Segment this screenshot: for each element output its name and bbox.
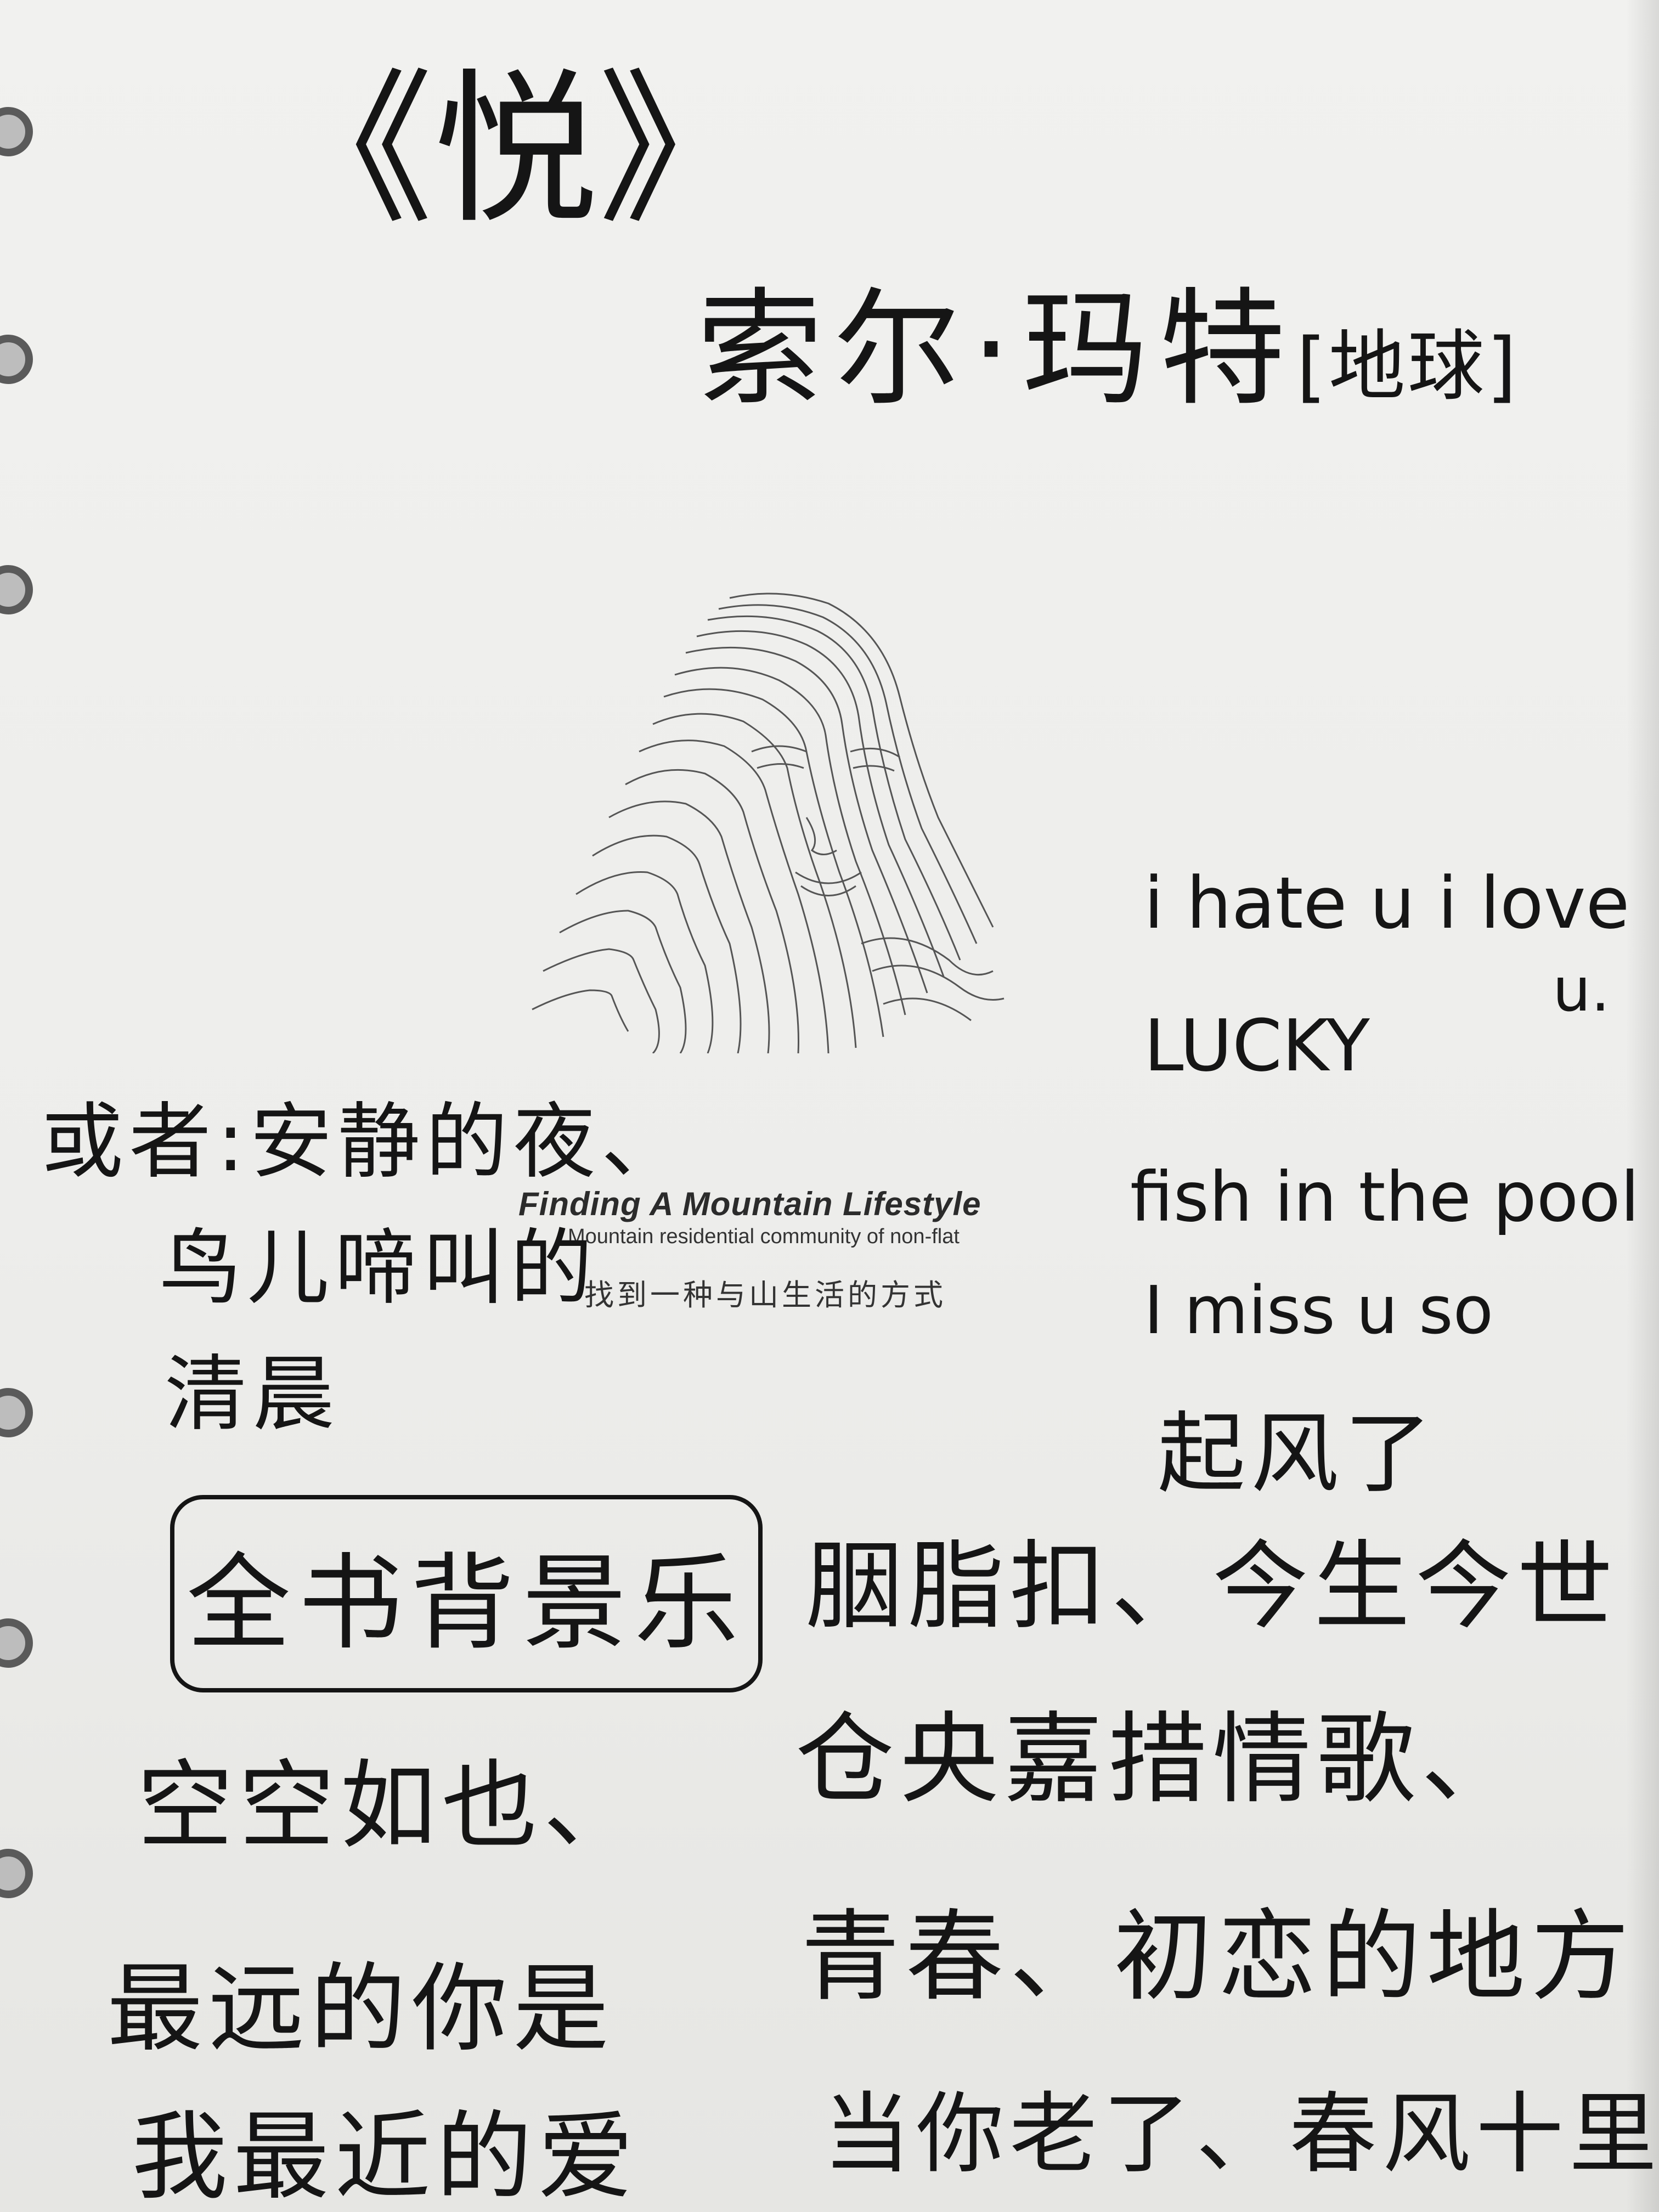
brand-block: Finding A Mountain Lifestyle Mountain re…: [518, 1185, 1094, 1314]
song-line: 青春、初恋的地方: [801, 1900, 1635, 2015]
song-line: 当你老了、春风十里: [823, 2083, 1659, 2185]
author-line: 索尔·玛特[地球]: [697, 247, 1519, 430]
song-line: 我最近的爱: [132, 2102, 639, 2212]
song-line: 胭脂扣、今生今世: [806, 1531, 1618, 1643]
binder-ring: [0, 1388, 33, 1437]
english-note-line: fish in the pool: [1130, 1158, 1640, 1237]
left-note-line: 或者:安静的夜、: [41, 1094, 689, 1190]
author-name: 索尔·玛特: [697, 276, 1297, 423]
author-tag: [地球]: [1296, 322, 1519, 411]
page-title: 《悦》: [269, 54, 763, 246]
left-note-line: 清晨: [165, 1347, 341, 1442]
binder-ring: [0, 1618, 33, 1668]
binder-ring: [0, 335, 33, 384]
brand-chinese: 找到一种与山生活的方式: [584, 1278, 946, 1312]
english-note-line: i hate u i love: [1144, 861, 1630, 945]
soundtrack-label-box: 全书背景乐: [170, 1495, 763, 1692]
song-line: 仓央嘉措情歌、: [795, 1702, 1526, 1817]
brand-headline: Finding A Mountain Lifestyle: [518, 1186, 981, 1222]
song-line: 空空如也、: [137, 1751, 645, 1862]
page-edge-shadow: [1626, 0, 1659, 2212]
binder-ring: [0, 1849, 33, 1898]
english-note-line: I miss u so: [1144, 1273, 1494, 1349]
song-line: 最远的你是: [107, 1954, 614, 2065]
binder-ring: [0, 565, 33, 614]
english-note-line: 起风了: [1158, 1402, 1438, 1505]
left-note-line: 鸟儿啼叫的: [159, 1221, 599, 1316]
english-note-line: LUCKY: [1144, 1004, 1370, 1087]
english-note-line: u.: [1553, 955, 1610, 1025]
binder-ring: [0, 107, 33, 156]
contour-portrait-image: [532, 592, 1005, 1053]
brand-subline: Mountain residential community of non-fl…: [568, 1225, 960, 1248]
